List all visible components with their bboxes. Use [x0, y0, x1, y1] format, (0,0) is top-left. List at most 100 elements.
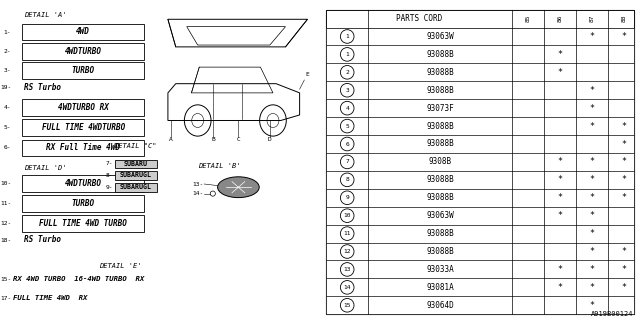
Text: 8-: 8- [106, 172, 114, 178]
FancyBboxPatch shape [326, 99, 634, 117]
FancyBboxPatch shape [326, 10, 634, 314]
Text: 12: 12 [344, 249, 351, 254]
Text: 15-: 15- [0, 276, 12, 282]
Text: *: * [621, 247, 627, 256]
Text: C: C [237, 137, 241, 142]
Text: D: D [268, 137, 272, 142]
Text: *: * [621, 175, 627, 184]
Text: *: * [621, 193, 627, 202]
FancyBboxPatch shape [326, 63, 634, 81]
Text: 6-: 6- [4, 145, 12, 150]
Text: DETAIL 'A': DETAIL 'A' [24, 12, 67, 18]
Text: 93088B: 93088B [426, 86, 454, 95]
Text: 93063W: 93063W [426, 211, 454, 220]
Text: 8: 8 [346, 177, 349, 182]
Text: 93088B: 93088B [426, 229, 454, 238]
FancyBboxPatch shape [115, 160, 157, 168]
FancyBboxPatch shape [22, 175, 144, 192]
Text: B: B [211, 137, 215, 142]
Text: 93063W: 93063W [426, 32, 454, 41]
Text: 85: 85 [525, 15, 531, 22]
Text: 5: 5 [346, 124, 349, 129]
Text: 12-: 12- [0, 221, 12, 226]
Text: 17-: 17- [0, 296, 12, 301]
Text: RS Turbo: RS Turbo [24, 83, 61, 92]
Ellipse shape [218, 177, 259, 198]
Text: A919B00124: A919B00124 [591, 311, 634, 317]
Text: 13: 13 [344, 267, 351, 272]
FancyBboxPatch shape [326, 207, 634, 225]
Text: 4WDTURBO: 4WDTURBO [65, 47, 102, 56]
FancyBboxPatch shape [22, 24, 144, 40]
FancyBboxPatch shape [326, 189, 634, 207]
Text: *: * [557, 283, 563, 292]
Text: 10: 10 [344, 213, 351, 218]
Text: 4WD: 4WD [76, 28, 90, 36]
Text: *: * [589, 104, 595, 113]
Text: 3-: 3- [4, 68, 12, 73]
Text: *: * [557, 68, 563, 77]
Text: *: * [621, 265, 627, 274]
Text: *: * [589, 301, 595, 310]
Text: 15: 15 [344, 303, 351, 308]
Text: 1: 1 [346, 52, 349, 57]
FancyBboxPatch shape [326, 296, 634, 314]
Text: *: * [557, 175, 563, 184]
Text: RX 4WD TURBO  16-4WD TURBO  RX: RX 4WD TURBO 16-4WD TURBO RX [13, 276, 144, 282]
Text: 10-: 10- [0, 181, 12, 186]
Text: *: * [589, 122, 595, 131]
Text: FULL TIME 4WDTURBO: FULL TIME 4WDTURBO [42, 123, 125, 132]
Text: 13-: 13- [192, 181, 204, 187]
Text: *: * [589, 283, 595, 292]
Text: 93064D: 93064D [426, 301, 454, 310]
Text: 9: 9 [346, 195, 349, 200]
Text: *: * [621, 122, 627, 131]
Text: SUBARUGL: SUBARUGL [120, 184, 152, 190]
Text: 86: 86 [557, 15, 563, 22]
FancyBboxPatch shape [326, 171, 634, 189]
Text: 93088B: 93088B [426, 193, 454, 202]
FancyBboxPatch shape [326, 28, 634, 45]
Text: 4WDTURBO RX: 4WDTURBO RX [58, 103, 109, 112]
Text: 2: 2 [346, 70, 349, 75]
FancyBboxPatch shape [326, 260, 634, 278]
Text: 93088B: 93088B [426, 122, 454, 131]
FancyBboxPatch shape [22, 62, 144, 79]
Text: 93081A: 93081A [426, 283, 454, 292]
Text: SUBARU: SUBARU [124, 161, 148, 167]
Text: *: * [589, 86, 595, 95]
Text: *: * [589, 157, 595, 166]
Text: 18-: 18- [0, 237, 12, 243]
Text: 2-: 2- [4, 49, 12, 54]
Text: 87: 87 [589, 15, 595, 22]
Text: RS Turbo: RS Turbo [24, 236, 61, 244]
FancyBboxPatch shape [326, 278, 634, 296]
Text: A: A [169, 137, 173, 142]
FancyBboxPatch shape [326, 153, 634, 171]
Text: 93073F: 93073F [426, 104, 454, 113]
Text: 11-: 11- [0, 201, 12, 206]
Text: FULL TIME 4WD TURBO: FULL TIME 4WD TURBO [39, 219, 127, 228]
Text: 1-: 1- [4, 29, 12, 35]
Text: TURBO: TURBO [72, 199, 95, 208]
Text: *: * [589, 247, 595, 256]
Text: *: * [621, 283, 627, 292]
Text: *: * [557, 265, 563, 274]
Text: TURBO: TURBO [72, 66, 95, 75]
Text: *: * [621, 32, 627, 41]
FancyBboxPatch shape [22, 119, 144, 136]
Text: DETAIL 'E': DETAIL 'E' [99, 263, 141, 269]
FancyBboxPatch shape [22, 99, 144, 116]
Text: *: * [557, 50, 563, 59]
Text: *: * [589, 175, 595, 184]
Text: 93088B: 93088B [426, 50, 454, 59]
FancyBboxPatch shape [326, 135, 634, 153]
FancyBboxPatch shape [326, 45, 634, 63]
Text: 3: 3 [346, 88, 349, 93]
Text: E: E [305, 72, 309, 77]
Text: 93033A: 93033A [426, 265, 454, 274]
Text: *: * [589, 229, 595, 238]
Text: *: * [589, 193, 595, 202]
Text: 7-: 7- [106, 161, 114, 166]
Text: 7: 7 [346, 159, 349, 164]
